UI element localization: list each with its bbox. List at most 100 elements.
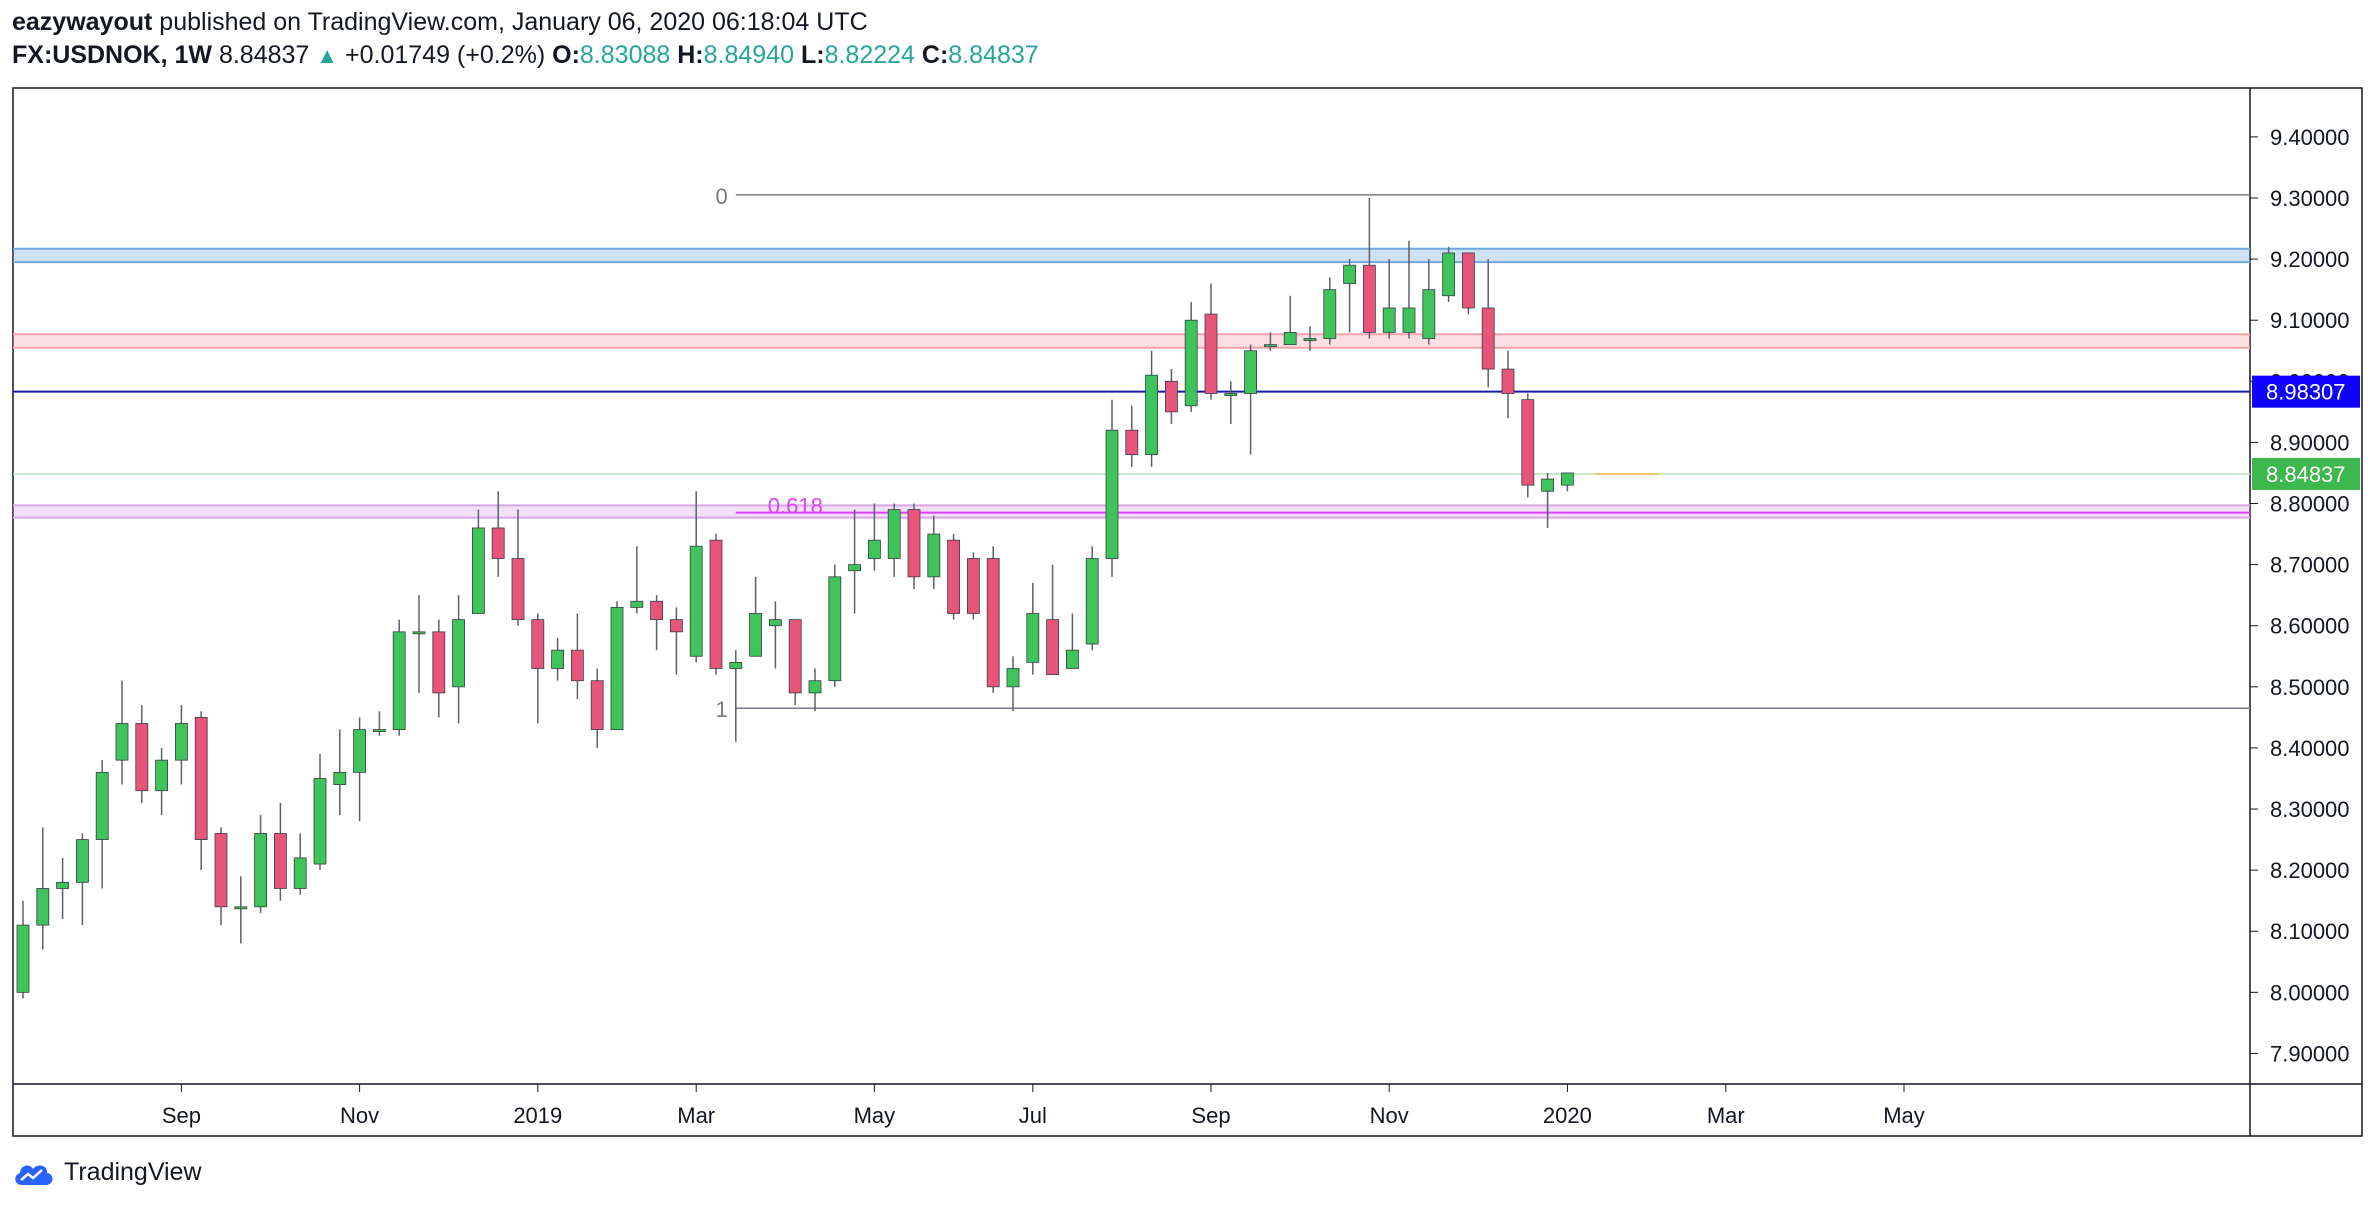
candle <box>1264 332 1277 351</box>
candle <box>1402 240 1416 339</box>
candle-body <box>630 600 644 608</box>
up-triangle-icon: ▲ <box>316 43 339 68</box>
zone-support-purple <box>13 505 2250 518</box>
candle-body <box>1184 319 1198 407</box>
candle <box>769 601 782 669</box>
candle-body <box>907 509 921 578</box>
candle <box>650 595 663 651</box>
candle <box>135 705 149 803</box>
candle <box>1422 259 1436 345</box>
chart-header: eazywayout published on TradingView.com,… <box>12 6 2362 72</box>
symbol-label: FX:USDNOK, 1W <box>12 41 212 69</box>
publisher-name[interactable]: eazywayout <box>12 8 153 36</box>
candle <box>254 815 268 913</box>
candle-body <box>115 723 129 761</box>
candle-body <box>571 649 584 682</box>
candle-body <box>333 771 347 785</box>
low-value: 8.82224 <box>824 41 915 69</box>
candle-body <box>16 924 30 993</box>
candle-body <box>1026 613 1040 663</box>
candle <box>16 900 30 999</box>
candle-body <box>1541 478 1554 492</box>
candle-body <box>155 759 169 792</box>
candle-body <box>689 545 703 657</box>
candle <box>670 607 683 675</box>
candle <box>1006 656 1020 712</box>
candle <box>1184 301 1198 412</box>
y-tick-label: 8.30000 <box>2270 797 2350 822</box>
fib-level-label: 1 <box>716 697 728 722</box>
candle-body <box>56 881 69 889</box>
x-tick-label: Nov <box>1370 1103 1409 1128</box>
candle <box>1204 283 1218 400</box>
y-tick-label: 7.90000 <box>2270 1041 2350 1066</box>
candle <box>372 711 386 736</box>
candle-body <box>254 833 268 908</box>
high-value: 8.84940 <box>703 41 794 69</box>
candle-body <box>1105 429 1119 559</box>
x-tick-label: Sep <box>162 1103 201 1128</box>
price-badge-label: 8.84837 <box>2266 462 2346 487</box>
candle-body <box>1382 307 1396 333</box>
candle <box>887 503 901 577</box>
open-label: O: <box>552 41 580 69</box>
candle <box>115 680 129 785</box>
candle-body <box>1244 350 1257 394</box>
candle <box>491 491 505 577</box>
x-tick-label: Jul <box>1019 1103 1047 1128</box>
candle <box>1026 582 1040 675</box>
candle <box>511 509 525 626</box>
candle-body <box>1224 393 1238 396</box>
candle <box>1343 259 1356 333</box>
candle-body <box>511 558 525 621</box>
candle <box>986 546 1000 693</box>
candle-body <box>432 631 446 694</box>
x-tick-label: 2019 <box>513 1103 562 1128</box>
price-badge <box>2252 457 2360 490</box>
candle <box>1165 369 1178 425</box>
y-tick-label: 8.60000 <box>2270 614 2350 639</box>
candle <box>551 637 564 681</box>
candle-body <box>1402 307 1416 333</box>
candle <box>1382 259 1396 339</box>
candle <box>1481 259 1495 388</box>
candle-body <box>967 558 980 614</box>
candle-body <box>1363 264 1376 333</box>
y-tick-label: 8.00000 <box>2270 980 2350 1005</box>
candle <box>610 601 624 730</box>
y-tick-label: 8.80000 <box>2270 492 2350 517</box>
price-badge-label: 8.98307 <box>2266 380 2346 405</box>
candle-body <box>135 723 149 792</box>
open-value: 8.83088 <box>579 41 671 69</box>
candle <box>808 668 822 712</box>
candle <box>432 619 446 718</box>
candle-body <box>95 771 109 840</box>
candle-body <box>1343 264 1356 284</box>
candle <box>1541 472 1554 528</box>
candle <box>56 857 69 920</box>
y-tick-label: 9.30000 <box>2270 186 2350 211</box>
candle-body <box>868 539 881 559</box>
candle-body <box>372 729 386 732</box>
candle-body <box>1085 558 1099 645</box>
candle <box>1145 350 1158 467</box>
candle-body <box>729 661 743 669</box>
candle-body <box>1066 649 1079 669</box>
candle-body <box>471 527 485 614</box>
candle-body <box>392 631 406 730</box>
tradingview-logo[interactable]: TradingView <box>12 1158 202 1187</box>
candle <box>1244 344 1257 455</box>
candle-body <box>293 857 307 889</box>
candle <box>155 747 169 816</box>
candle-body <box>590 680 604 730</box>
candle <box>1521 393 1535 498</box>
candle <box>214 827 228 926</box>
candle <box>412 595 426 693</box>
candle <box>1066 613 1079 669</box>
candle <box>868 503 881 571</box>
zone-resistance-red <box>13 334 2250 348</box>
candle-body <box>1422 289 1436 339</box>
candle <box>1442 246 1455 302</box>
candle-body <box>1165 380 1178 413</box>
